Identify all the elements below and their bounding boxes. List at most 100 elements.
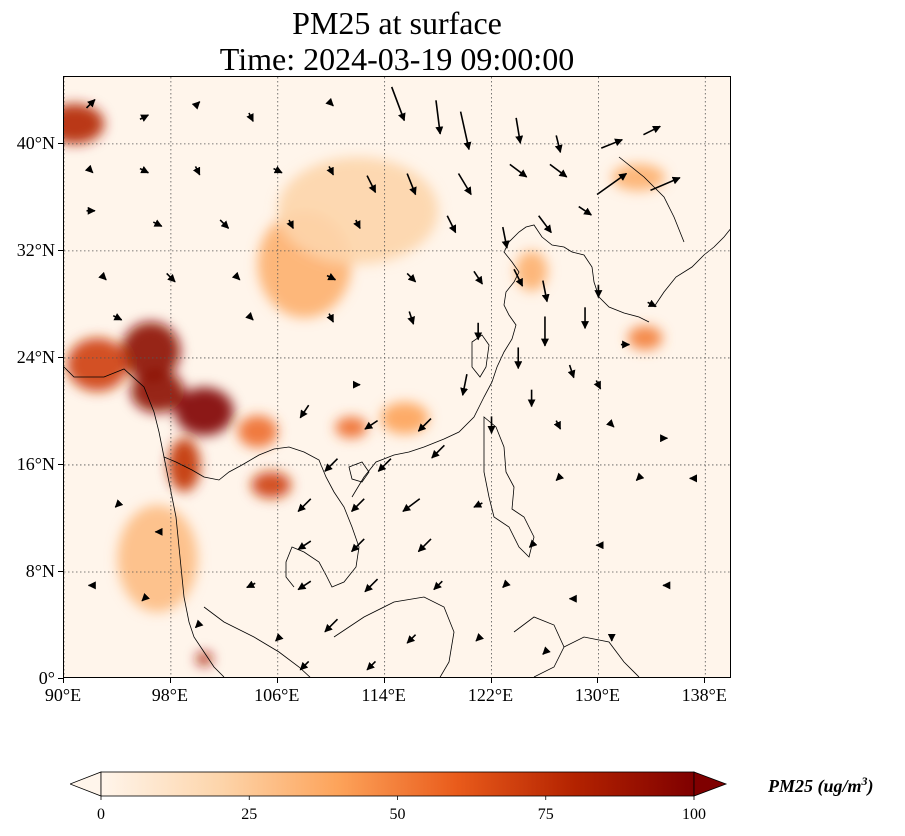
lon-tick-mark [169,678,171,683]
wind-arrow [299,660,310,671]
wind-arrow [297,498,312,512]
wind-arrow [600,138,624,149]
lon-tick-label: 98°E [151,685,188,705]
coastline-sumatra [203,606,311,677]
wind-arrow [275,633,284,642]
lat-tick-label: 24°N [16,346,55,367]
wind-arrow [643,125,661,136]
pm25-hotspot [66,337,129,392]
lon-tick-mark [490,678,492,683]
wind-arrow [528,539,538,548]
coastline-indochina [163,446,360,588]
wind-arrow [297,580,312,591]
pm25-field [64,103,666,666]
colorbar-tick-label: 100 [682,806,706,823]
lat-tick-label: 8°N [25,560,55,581]
wind-arrow [515,117,524,144]
wind-arrow [406,634,417,644]
coastline-sulawesi [513,616,565,677]
wind-arrow [326,166,335,176]
lon-tick-label: 138°E [681,685,727,705]
pm25-hotspot [64,103,105,144]
pm25-hotspot [117,505,198,613]
wind-arrow [353,219,361,230]
wind-arrow [390,86,406,122]
wind-arrow [509,163,528,178]
pm25-hotspot [196,652,213,666]
colorbar-tick-label: 0 [97,806,105,823]
lon-tick-label: 130°E [574,685,620,705]
wind-arrow [459,111,472,151]
wind-arrow [433,580,443,591]
lat-tick-label: 16°N [16,453,55,474]
wind-arrow [402,498,421,513]
wind-arrow [593,380,602,390]
wind-arrow [555,472,565,481]
lat-tick-mark [58,249,63,251]
wind-arrow [112,313,123,321]
wind-arrow [325,97,334,107]
wind-arrow [417,417,432,432]
wind-arrow [501,226,510,249]
wind-arrow [605,419,615,428]
pm25-hotspot [627,325,663,350]
wind-arrow [377,458,392,472]
wind-arrow [98,271,107,281]
coastlines [64,156,730,677]
chart-subtitle-time: Time: 2024-03-19 09:00:00 [219,41,575,77]
coastline-philippines [483,416,535,558]
lat-tick-mark [58,678,63,679]
coastline-hainan [348,461,370,483]
wind-arrow [435,100,444,135]
wind-arrow [286,219,294,230]
colorbar-gradient [100,771,695,797]
wind-arrow [364,419,379,430]
colorbar-ticks [100,796,695,800]
lat-tick-mark [58,463,63,465]
wind-arrow [541,280,550,303]
wind-arrow [364,578,379,593]
pm25-hotspot [380,402,429,435]
coastline-maluku [563,636,640,677]
wind-arrow [297,540,312,551]
lon-tick-mark [383,678,385,683]
lon-tick-mark [597,678,599,683]
wind-arrow [417,538,432,553]
colorbar-tick-label: 75 [537,806,554,823]
wind-arrow [407,311,415,325]
pm25-hotspot [251,471,292,499]
wind-arrow [273,165,283,174]
lat-tick-label: 0° [38,668,55,688]
wind-arrow [578,205,593,216]
colorbar-title-main: PM25 (ug/m [768,776,862,796]
wind-arrow [246,580,256,589]
wind-arrow [406,173,417,196]
wind-arrow [194,619,204,629]
wind-arrow [473,500,483,508]
wind-arrow [549,163,568,178]
pm25-hotspot [277,157,439,265]
wind-arrow [324,458,339,472]
pm25-hotspot [515,250,548,292]
wind-arrow [650,176,681,192]
wind-arrow [85,98,96,109]
lon-tick-mark [63,678,64,683]
wind-arrow [245,311,254,321]
pm25-hotspot [130,369,185,413]
lon-tick-mark [276,678,278,683]
coastline-korea [571,251,650,323]
colorbar-extend-high [693,771,728,797]
pm25-hotspot [335,416,368,439]
lon-tick-label: 90°E [44,685,82,705]
lat-tick-mark [58,570,63,572]
wind-arrow [191,101,201,110]
lat-tick-label: 32°N [16,239,55,260]
coastline-north [618,156,685,243]
wind-arrow [326,313,335,323]
colorbar-extend-low [70,771,102,797]
wind-arrow [192,166,201,176]
colorbar-tick-label: 25 [241,806,258,823]
wind-arrow [567,364,576,379]
wind-arrow [231,271,241,281]
wind-arrow [324,618,339,633]
